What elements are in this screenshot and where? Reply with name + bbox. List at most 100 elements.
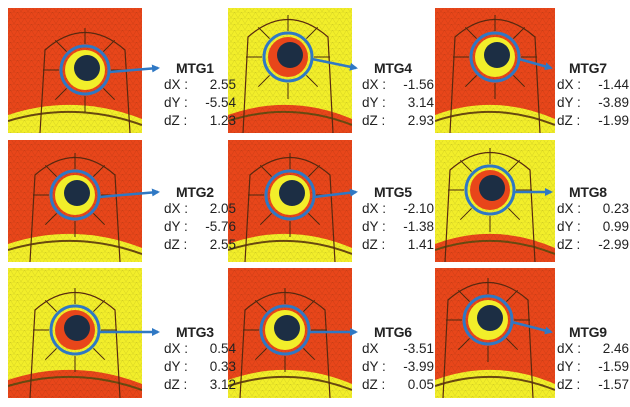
dx-label: dX : [362,201,387,216]
bolt-hole-icon [479,175,505,201]
mesh-panel-mtg3 [8,268,160,398]
dz-label: dZ : [362,113,386,128]
label-mtg3: MTG3 dX : 0.54 dY : 0.33 dZ : 3.12 [164,324,236,394]
callout-arrow [518,57,553,71]
dx-row: dX -3.51 [362,340,434,358]
dz-value: -1.57 [598,377,629,392]
dx-row: dX : 0.54 [164,340,236,358]
dy-row: dY : 0.99 [557,218,629,236]
dz-row: dZ : -2.99 [557,236,629,254]
dx-label: dX : [164,201,189,216]
dy-value: -5.76 [205,219,236,234]
bolt-hole-icon [477,305,503,331]
dz-value: 0.05 [407,377,434,392]
dx-row: dX : 2.46 [557,340,629,358]
dy-label: dY : [362,219,386,234]
bolt-hole-icon [74,55,100,81]
highlight-ring [49,169,101,221]
callout-arrow [98,188,160,199]
dz-row: dZ : 1.23 [164,112,236,130]
dz-value: 1.41 [407,237,434,252]
bolt-hole-icon [277,42,303,68]
mount-name: MTG3 [176,324,214,340]
highlight-ring [464,164,516,216]
dx-row: dX : -1.44 [557,76,629,94]
dx-value: 0.54 [209,341,236,356]
callout-arrow [511,320,553,335]
dz-value: -1.99 [598,113,629,128]
dz-row: dZ : 2.93 [362,112,434,130]
highlight-ring [262,31,314,83]
dx-value: 2.46 [602,341,629,356]
mesh-panel-mtg7 [435,8,555,133]
label-mtg2: MTG2 dX : 2.05 dY : -5.76 dZ : 2.55 [164,184,236,254]
dx-value: -1.44 [598,77,629,92]
mount-name: MTG4 [374,60,412,76]
dy-row: dY : -5.54 [164,94,236,112]
dx-label: dX [362,341,379,356]
dy-value: -1.38 [403,219,434,234]
dx-value: 2.05 [209,201,236,216]
dz-label: dZ : [164,237,188,252]
dz-label: dZ : [164,377,188,392]
dx-label: dX : [557,77,582,92]
dy-value: -1.59 [598,359,629,374]
callout-arrow [311,57,358,71]
dy-label: dY : [557,219,581,234]
dx-row: dX : -1.56 [362,76,434,94]
label-mtg8: MTG8 dX : 0.23 dY : 0.99 dZ : -2.99 [557,184,629,254]
dz-label: dZ : [362,377,386,392]
mesh-panel-mtg5 [228,140,358,262]
dy-label: dY : [362,95,386,110]
highlight-ring [259,304,311,356]
dz-value: 2.93 [407,113,434,128]
mount-name: MTG2 [176,184,214,200]
dz-row: dZ : -1.57 [557,376,629,394]
dz-value: 2.55 [209,237,236,252]
dx-row: dX : 2.05 [164,200,236,218]
label-mtg7: MTG7 dX : -1.44 dY : -3.89 dZ : -1.99 [557,60,629,130]
bolt-hole-icon [64,180,90,206]
highlight-ring [469,31,521,83]
mount-name: MTG9 [569,324,607,340]
mount-name: MTG8 [569,184,607,200]
dx-row: dX : 2.55 [164,76,236,94]
dx-value: -3.51 [403,341,434,356]
dy-label: dY : [164,95,188,110]
dx-label: dX : [557,201,582,216]
dz-label: dZ : [557,237,581,252]
mount-name: MTG7 [569,60,607,76]
dz-row: dZ : 0.05 [362,376,434,394]
mount-name: MTG6 [374,324,412,340]
label-mtg1: MTG1 dX : 2.55 dY : -5.54 dZ : 1.23 [164,60,236,130]
dz-row: dZ : 1.41 [362,236,434,254]
dy-row: dY : 0.33 [164,358,236,376]
dx-label: dX : [362,77,387,92]
mesh-panel-mtg1 [8,8,160,133]
callout-arrow [108,64,160,74]
dy-row: dY : 3.14 [362,94,434,112]
mesh-panel-mtg9 [435,268,555,398]
dx-value: 0.23 [602,201,629,216]
highlight-ring [59,44,111,96]
label-mtg9: MTG9 dX : 2.46 dY : -1.59 dZ : -1.57 [557,324,629,394]
dy-value: 0.33 [209,359,236,374]
dx-row: dX : -2.10 [362,200,434,218]
dz-value: 1.23 [209,113,236,128]
dy-row: dY : -1.38 [362,218,434,236]
callout-arrow [313,188,358,199]
dy-label: dY : [362,359,386,374]
dx-label: dX : [164,77,189,92]
highlight-ring [49,304,101,356]
mesh-panel-mtg4 [228,8,358,133]
dz-label: dZ : [557,113,581,128]
dx-value: 2.55 [209,77,236,92]
mount-name: MTG1 [176,60,214,76]
dz-row: dZ : -1.99 [557,112,629,130]
dz-value: 3.12 [209,377,236,392]
bolt-hole-icon [484,42,510,68]
highlight-ring [462,294,514,346]
mesh-panel-mtg6 [228,268,358,398]
